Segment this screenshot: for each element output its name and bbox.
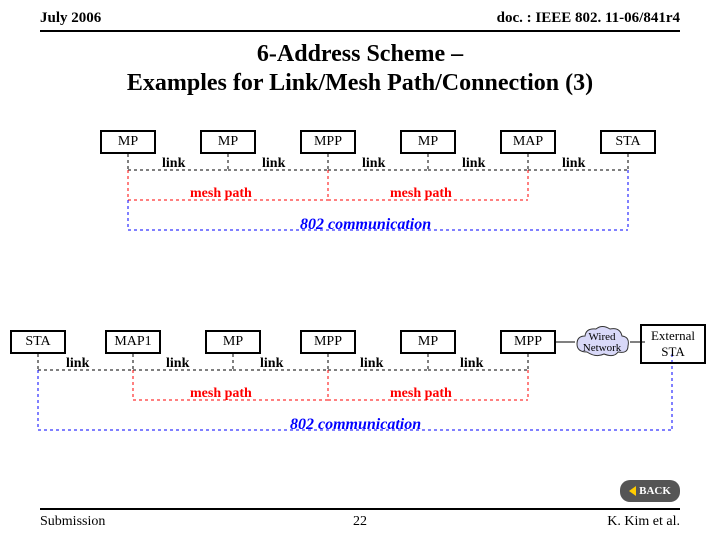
- d1-node-mp-2: MP: [200, 130, 256, 154]
- d2-mesh-1: mesh path: [190, 386, 252, 402]
- header-rule: [40, 30, 680, 32]
- title-line1: 6-Address Scheme –: [257, 41, 463, 67]
- d1-comm: 802 communication: [300, 216, 431, 234]
- d2-link-3: link: [260, 356, 283, 372]
- d2-node-ext-sta: External STA: [640, 324, 706, 364]
- d1-link-3: link: [362, 156, 385, 172]
- d2-link-1: link: [66, 356, 89, 372]
- footer-rule: [40, 508, 680, 510]
- footer-right: K. Kim et al.: [607, 514, 680, 530]
- d2-link-2: link: [166, 356, 189, 372]
- d1-node-mpp: MPP: [300, 130, 356, 154]
- diagram-1: MP MP MPP MP MAP STA link link link link…: [0, 130, 720, 270]
- d2-node-mp-1: MP: [205, 330, 261, 354]
- d1-mesh-2: mesh path: [390, 186, 452, 202]
- d2-comm: 802 communication: [290, 416, 421, 434]
- d1-node-map: MAP: [500, 130, 556, 154]
- d2-node-sta: STA: [10, 330, 66, 354]
- d2-cloud: Wired Network: [572, 324, 632, 362]
- cloud-label: Wired Network: [572, 332, 632, 354]
- d2-node-mpp-1: MPP: [300, 330, 356, 354]
- back-button[interactable]: BACK: [620, 480, 680, 502]
- title-line2: Examples for Link/Mesh Path/Connection (…: [127, 70, 593, 96]
- d2-node-mp-2: MP: [400, 330, 456, 354]
- d2-mesh-2: mesh path: [390, 386, 452, 402]
- back-label: BACK: [639, 485, 671, 497]
- d1-node-sta: STA: [600, 130, 656, 154]
- header-doc: doc. : IEEE 802. 11-06/841r4: [497, 10, 680, 27]
- d1-link-1: link: [162, 156, 185, 172]
- d1-node-mp-1: MP: [100, 130, 156, 154]
- back-arrow-icon: [629, 486, 636, 496]
- d1-link-2: link: [262, 156, 285, 172]
- header-date: July 2006: [40, 10, 101, 27]
- d2-node-mpp-2: MPP: [500, 330, 556, 354]
- d1-node-mp-3: MP: [400, 130, 456, 154]
- d2-node-map1: MAP1: [105, 330, 161, 354]
- d2-link-5: link: [460, 356, 483, 372]
- diagram-2: STA MAP1 MP MPP MP MPP Wired Network Ext…: [0, 330, 720, 470]
- d1-link-4: link: [462, 156, 485, 172]
- d1-link-5: link: [562, 156, 585, 172]
- d2-link-4: link: [360, 356, 383, 372]
- d1-mesh-1: mesh path: [190, 186, 252, 202]
- page-title: 6-Address Scheme – Examples for Link/Mes…: [0, 40, 720, 98]
